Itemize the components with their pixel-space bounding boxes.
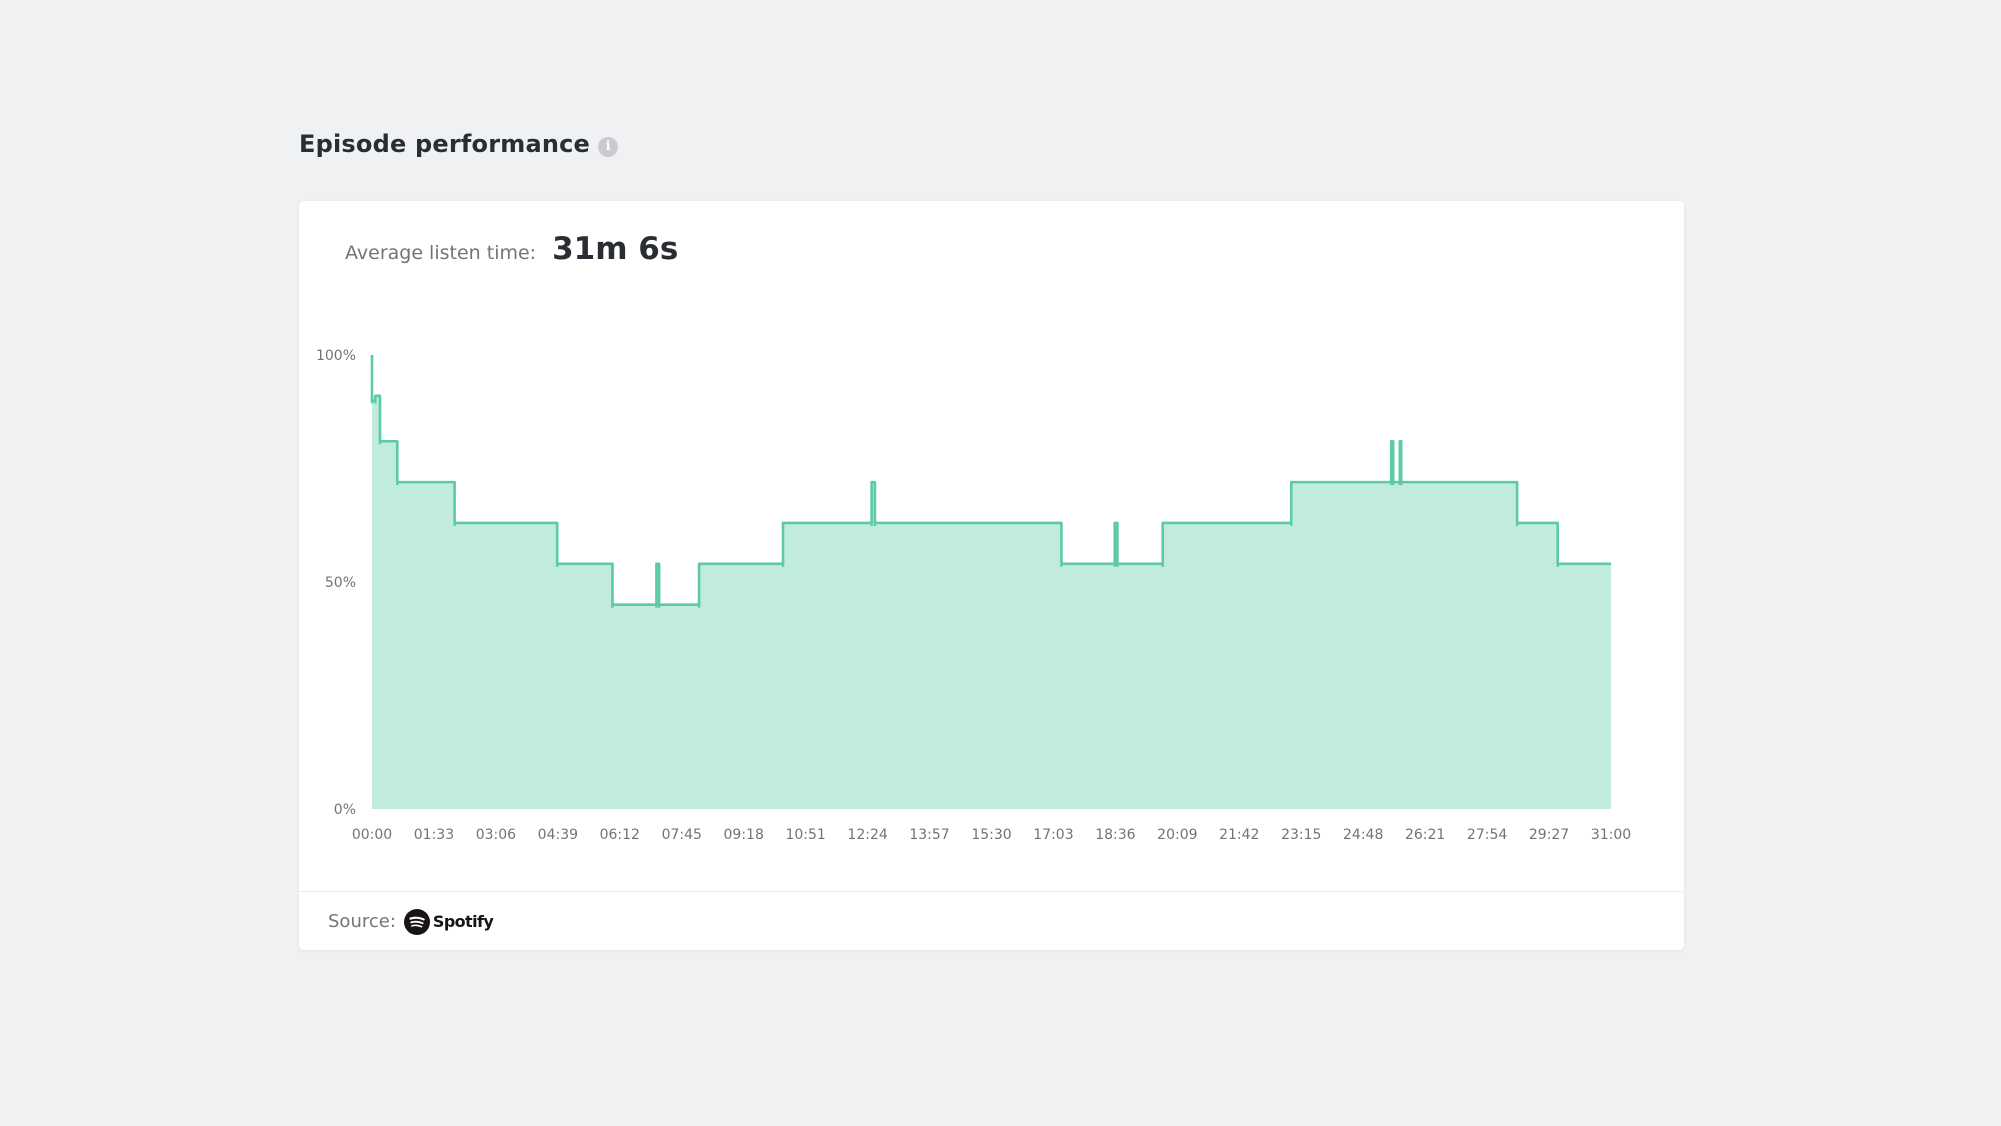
source-label: Source:	[328, 911, 396, 932]
retention-line	[370, 355, 1611, 606]
spotify-icon	[403, 908, 430, 935]
source-name: Spotify	[432, 912, 494, 931]
x-tick-label: 17:03	[1033, 827, 1073, 843]
x-tick-label: 18:36	[1095, 827, 1135, 843]
y-tick-label: 100%	[316, 348, 356, 364]
x-tick-label: 21:42	[1219, 827, 1259, 843]
x-tick-label: 20:09	[1157, 827, 1197, 843]
card-footer: Source: Spotify	[299, 891, 1684, 951]
y-tick-label: 50%	[325, 575, 356, 591]
x-tick-label: 27:54	[1467, 827, 1507, 843]
average-listen-time: Average listen time: 31m 6s	[345, 227, 678, 271]
x-tick-label: 24:48	[1343, 827, 1383, 843]
x-tick-label: 06:12	[600, 827, 640, 843]
retention-chart: 0% 50% 100% 00:00 01:33 03:06 04:39 06:12 07:45 0…	[316, 348, 1631, 843]
info-icon[interactable]: i	[598, 137, 619, 157]
spotify-logo: Spotify	[403, 908, 494, 935]
x-tick-label: 12:24	[847, 827, 887, 843]
x-tick-label: 29:27	[1529, 827, 1569, 843]
x-tick-label: 04:39	[538, 827, 578, 843]
x-tick-label: 23:15	[1281, 827, 1321, 843]
x-tick-label: 15:30	[971, 827, 1011, 843]
x-tick-label: 10:51	[785, 827, 825, 843]
section-title: Episode performance	[299, 130, 591, 158]
average-listen-time-label: Average listen time:	[345, 242, 537, 264]
x-tick-label: 00:00	[352, 827, 392, 843]
y-tick-label: 0%	[334, 802, 356, 818]
x-tick-label: 13:57	[909, 827, 949, 843]
retention-area	[372, 355, 1611, 809]
section-header: Episode performance i	[299, 124, 619, 164]
episode-performance-card: Average listen time: 31m 6s 0% 50% 100% 00:…	[299, 201, 1684, 950]
x-tick-label: 07:45	[662, 827, 702, 843]
average-listen-time-value: 31m 6s	[552, 231, 679, 267]
x-tick-label: 03:06	[476, 827, 516, 843]
x-tick-label: 09:18	[724, 827, 764, 843]
x-tick-label: 01:33	[414, 827, 454, 843]
x-tick-label: 31:00	[1591, 827, 1631, 843]
x-tick-label: 26:21	[1405, 827, 1445, 843]
